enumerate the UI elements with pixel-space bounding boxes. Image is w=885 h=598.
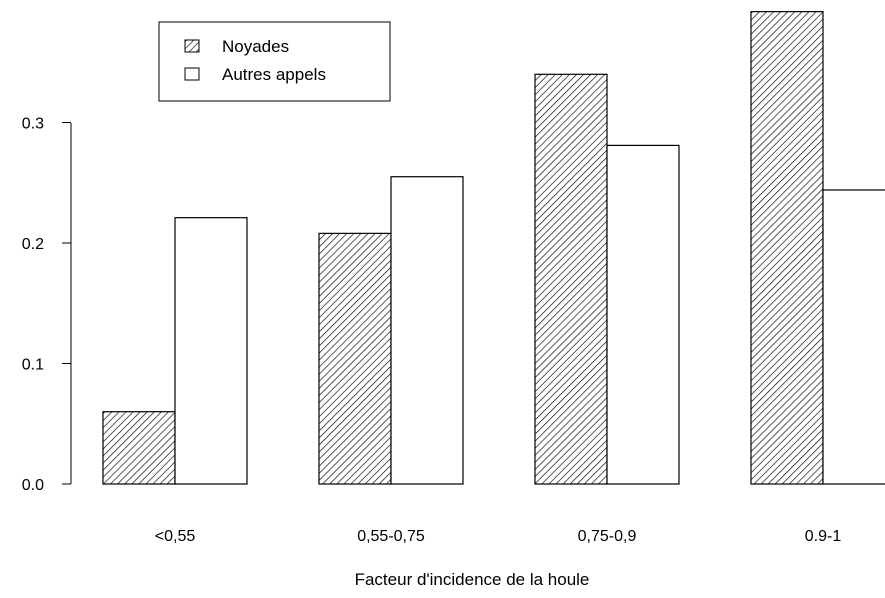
- legend-swatch: [184, 67, 200, 81]
- bar-noyades: [318, 232, 392, 485]
- y-tick-label: 0.1: [22, 357, 44, 374]
- legend-swatch: [184, 39, 200, 53]
- legend: Noyades Autres appels: [158, 21, 391, 102]
- bars: [102, 11, 885, 485]
- x-tick-label: 0,75-0,9: [578, 528, 637, 545]
- bar-noyades: [102, 411, 176, 485]
- bar-autres-appels: [174, 217, 248, 485]
- legend-box: [158, 21, 391, 102]
- x-tick-label: 0.9-1: [805, 528, 842, 545]
- bar-autres-appels: [606, 144, 680, 485]
- y-ticks: 0.0 0.1 0.2 0.3: [22, 116, 71, 494]
- x-axis-title: Facteur d'incidence de la houle: [355, 570, 590, 589]
- y-axis: 0.0 0.1 0.2 0.3: [22, 116, 72, 494]
- x-tick-label: <0,55: [155, 528, 196, 545]
- x-tick-labels: <0,55 0,55-0,75 0,75-0,9 0.9-1: [155, 528, 842, 545]
- bar-noyades: [750, 11, 824, 485]
- legend-label: Noyades: [222, 37, 289, 56]
- y-tick-label: 0.0: [22, 477, 44, 494]
- y-tick-label: 0.2: [22, 236, 44, 253]
- x-tick-label: 0,55-0,75: [357, 528, 425, 545]
- bar-autres-appels: [390, 176, 464, 485]
- bar-noyades: [534, 73, 608, 485]
- bar-autres-appels: [822, 189, 885, 485]
- legend-label: Autres appels: [222, 65, 326, 84]
- y-tick-label: 0.3: [22, 116, 44, 133]
